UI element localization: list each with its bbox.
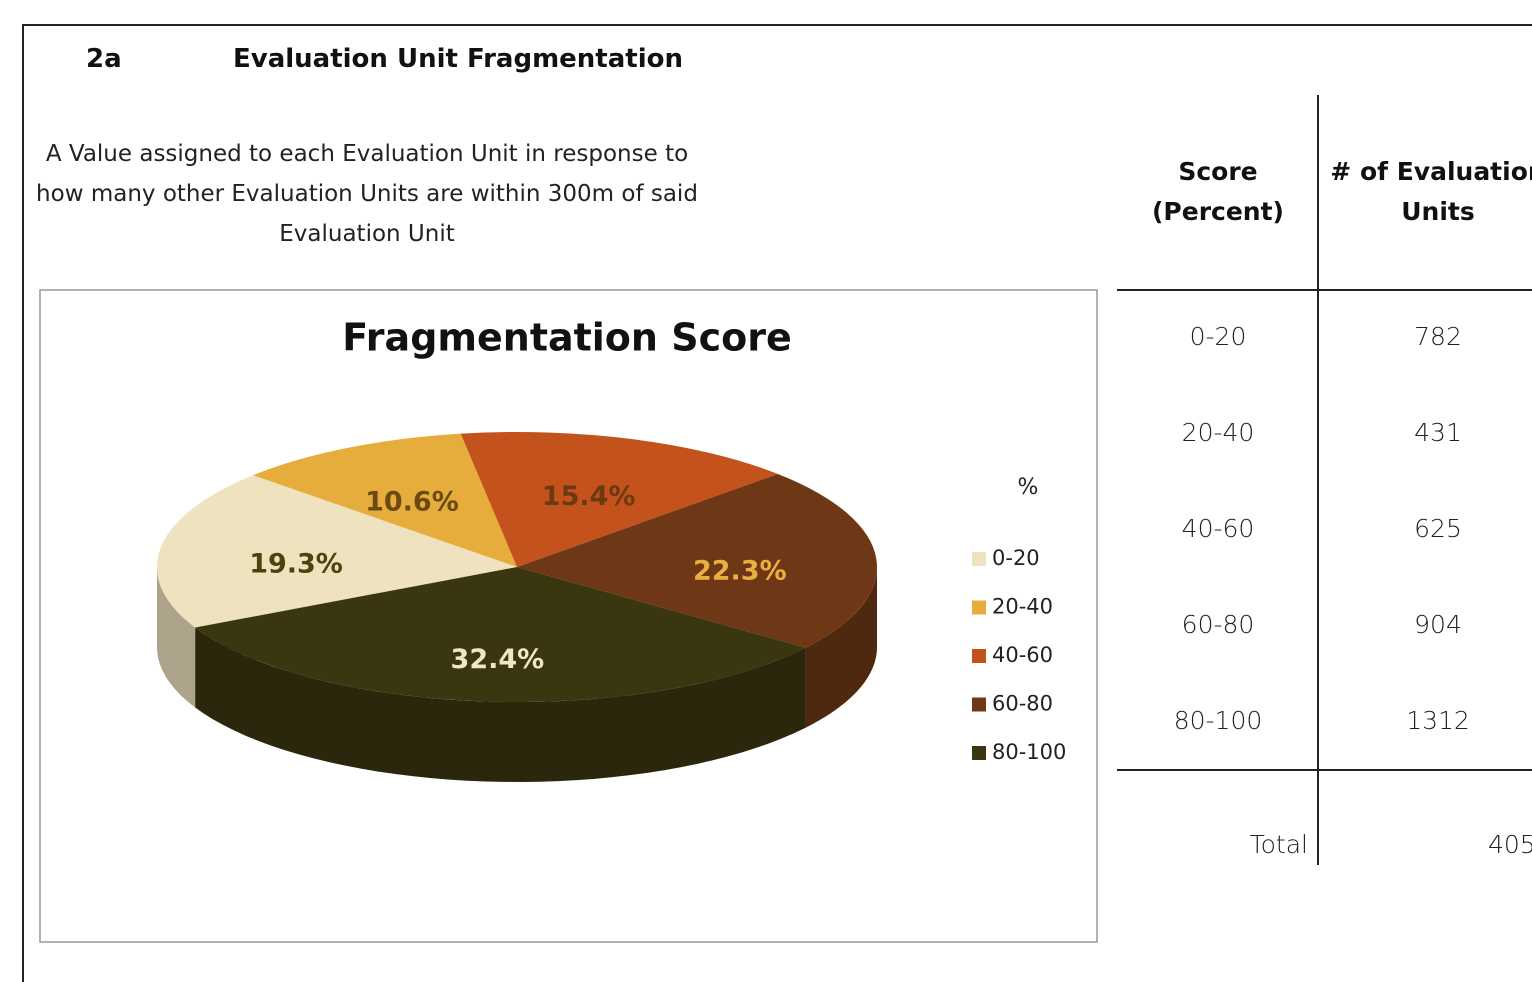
total-label: Total: [1249, 830, 1308, 859]
table-cell: 431: [1414, 418, 1462, 447]
legend-swatch: [972, 600, 986, 615]
table-hline: [1117, 289, 1532, 291]
pie: 19.3% 10.6% 15.4% 22.3% 32.4%: [157, 432, 877, 782]
pie-slice: [517, 473, 877, 648]
table-cell: 904: [1414, 610, 1462, 639]
table-cell: 782: [1414, 322, 1462, 351]
legend-swatch: [972, 746, 986, 760]
description: A Value assigned to each Evaluation Unit…: [36, 141, 698, 247]
table-cell: 625: [1414, 514, 1462, 543]
table-cell: 40-60: [1181, 514, 1255, 543]
table-vline: [1317, 95, 1319, 865]
legend-label: 40-60: [992, 643, 1053, 667]
legend-title: %: [1018, 475, 1039, 500]
legend-label: 60-80: [992, 692, 1053, 716]
section-title: Evaluation Unit Fragmentation: [233, 44, 683, 74]
table-cell: 20-40: [1181, 418, 1255, 447]
legend: 0-20 20-40 40-60 60-80 80-100: [972, 546, 1066, 764]
pie-slice: [195, 567, 806, 702]
table-hline: [1117, 769, 1532, 771]
data-label: 32.4%: [451, 644, 545, 675]
frame-top: [22, 24, 1532, 26]
legend-label: 80-100: [992, 740, 1066, 764]
total-value: 4054: [1488, 830, 1532, 859]
legend-swatch: [972, 649, 986, 663]
frame-left: [22, 24, 24, 982]
pie-slice: [157, 475, 517, 628]
legend-label: 0-20: [992, 546, 1040, 570]
table-cell: 1312: [1406, 706, 1470, 735]
pie-slice: [253, 433, 517, 567]
pie-side: [157, 567, 196, 708]
legend-swatch: [972, 697, 986, 712]
data-label: 22.3%: [693, 556, 787, 587]
table-header: Score (Percent): [1152, 157, 1284, 226]
data-label: 10.6%: [365, 487, 459, 518]
legend-label: 20-40: [992, 595, 1053, 619]
pie-side: [805, 567, 877, 728]
data-label: 15.4%: [542, 481, 636, 512]
pie-slice: [460, 432, 778, 567]
table-cell: 60-80: [1181, 610, 1255, 639]
legend-swatch: [972, 552, 986, 566]
table-cell: 80-100: [1173, 706, 1263, 735]
chart-title: Fragmentation Score: [342, 316, 791, 360]
pie-side: [195, 627, 806, 782]
table-header: # of Evaluation Units: [1330, 157, 1532, 226]
data-label: 19.3%: [249, 549, 343, 580]
section-number: 2a: [86, 44, 122, 74]
table-cell: 0-20: [1189, 322, 1247, 351]
